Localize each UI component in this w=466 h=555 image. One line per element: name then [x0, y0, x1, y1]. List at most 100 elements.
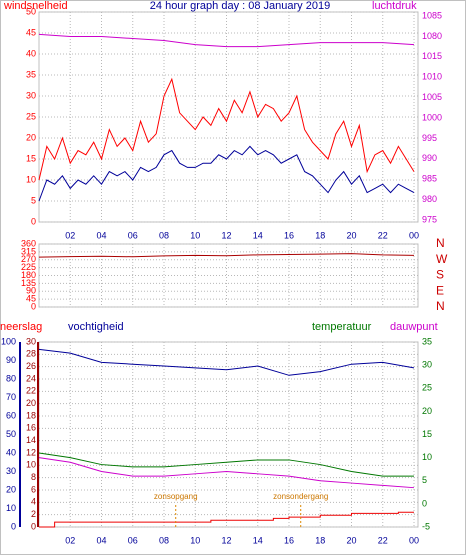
y-tick-label: 22: [26, 386, 36, 396]
y-tick-label: 80: [6, 373, 16, 383]
y-tick-label: 90: [26, 286, 36, 296]
y-tick-label: 50: [26, 6, 36, 16]
x-tick-label: 04: [96, 230, 106, 240]
y-tick-label: 1080: [422, 31, 442, 41]
x-tick-label: 12: [221, 230, 231, 240]
y-tick-label: 70: [6, 392, 16, 402]
y-tick-label: 1085: [422, 10, 442, 20]
y-tick-label: 0: [31, 521, 36, 531]
x-tick-label: 20: [346, 535, 356, 545]
series-line: [38, 145, 415, 202]
y-tick-label: 14: [26, 435, 36, 445]
y-tick-label: 0: [31, 216, 36, 226]
plot-area: [38, 341, 419, 528]
axis-title: temperatuur: [312, 321, 372, 333]
x-tick-label: 02: [65, 535, 75, 545]
x-tick-label: 04: [96, 535, 106, 545]
y-tick-label: 12: [26, 447, 36, 457]
y-tick-label: 20: [26, 398, 36, 408]
y-tick-label: N: [436, 299, 445, 313]
y-tick-label: 50: [6, 429, 16, 439]
y-tick-label: 30: [6, 466, 16, 476]
y-tick-label: 4: [31, 497, 36, 507]
annotation: zonsondergang: [273, 492, 328, 501]
x-tick-label: 10: [190, 535, 200, 545]
y-tick-label: 90: [6, 355, 16, 365]
y-tick-label: 1005: [422, 92, 442, 102]
y-tick-label: 26: [26, 361, 36, 371]
axis-title: dauwpunt: [390, 321, 438, 333]
y-tick-label: 1015: [422, 51, 442, 61]
y-tick-label: 15: [422, 429, 432, 439]
y-tick-label: -5: [422, 521, 430, 531]
y-tick-label: 35: [422, 336, 432, 346]
y-tick-label: S: [436, 268, 444, 282]
y-tick-label: 985: [422, 174, 437, 184]
y-tick-label: N: [436, 236, 445, 250]
y-tick-label: 30: [26, 336, 36, 346]
axis-title: neerslag: [0, 321, 42, 333]
y-tick-label: 990: [422, 153, 437, 163]
series-line: [38, 457, 415, 489]
x-tick-label: 06: [128, 230, 138, 240]
y-tick-label: 10: [26, 460, 36, 470]
y-tick-label: 16: [26, 423, 36, 433]
y-tick-label: 5: [31, 195, 36, 205]
series-line: [38, 253, 415, 258]
y-tick-label: 980: [422, 194, 437, 204]
y-tick-label: 30: [422, 360, 432, 370]
x-tick-label: 14: [253, 230, 263, 240]
y-tick-label: 20: [422, 406, 432, 416]
y-tick-label: 10: [6, 503, 16, 513]
y-tick-label: 360: [21, 238, 36, 248]
x-tick-label: 06: [128, 535, 138, 545]
x-tick-label: 00: [409, 535, 419, 545]
y-tick-label: 975: [422, 214, 437, 224]
y-tick-label: 135: [21, 278, 36, 288]
x-tick-label: 02: [65, 230, 75, 240]
series-line: [38, 77, 415, 181]
y-tick-label: 0: [422, 498, 427, 508]
x-tick-label: 16: [284, 230, 294, 240]
y-tick-label: 15: [26, 153, 36, 163]
x-tick-label: 18: [315, 230, 325, 240]
y-tick-label: 45: [26, 294, 36, 304]
y-tick-label: 28: [26, 349, 36, 359]
y-tick-label: 5: [422, 475, 427, 485]
y-tick-label: 40: [6, 447, 16, 457]
series-line: [38, 33, 415, 48]
y-tick-label: 40: [26, 48, 36, 58]
series-line: [38, 348, 415, 376]
y-tick-label: 24: [26, 373, 36, 383]
y-tick-label: 35: [26, 69, 36, 79]
y-tick-label: E: [436, 283, 444, 297]
annotation: zonsopgang: [154, 492, 198, 501]
y-tick-label: 45: [26, 27, 36, 37]
y-tick-label: 6: [31, 484, 36, 494]
series-line: [39, 511, 414, 528]
x-tick-label: 12: [221, 535, 231, 545]
y-tick-label: 25: [26, 111, 36, 121]
y-tick-label: 1000: [422, 112, 442, 122]
y-tick-label: 270: [21, 254, 36, 264]
y-tick-label: 180: [21, 270, 36, 280]
x-tick-label: 16: [284, 535, 294, 545]
y-tick-label: 315: [21, 246, 36, 256]
y-tick-label: W: [436, 252, 448, 266]
x-tick-label: 10: [190, 230, 200, 240]
axis-title: luchtdruk: [372, 0, 417, 12]
y-tick-label: 1010: [422, 72, 442, 82]
y-tick-label: 0: [11, 521, 16, 531]
y-tick-label: 18: [26, 410, 36, 420]
x-tick-label: 22: [378, 230, 388, 240]
x-tick-label: 18: [315, 535, 325, 545]
x-tick-label: 20: [346, 230, 356, 240]
y-tick-label: 0: [31, 301, 36, 311]
y-tick-label: 10: [422, 452, 432, 462]
y-tick-label: 100: [1, 336, 16, 346]
y-tick-label: 225: [21, 262, 36, 272]
x-tick-label: 14: [253, 535, 263, 545]
series-line: [38, 452, 414, 477]
y-tick-label: 60: [6, 410, 16, 420]
